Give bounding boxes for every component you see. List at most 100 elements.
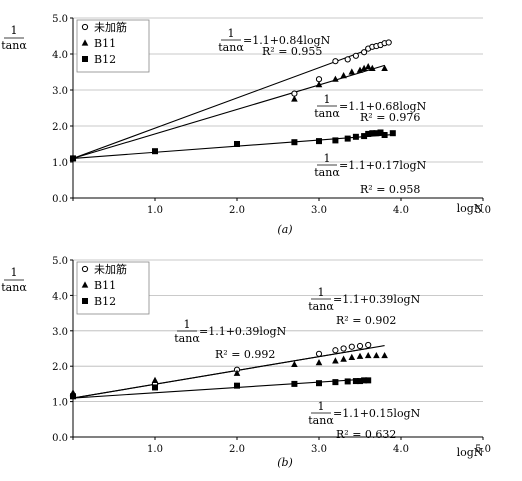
y-axis-label-numerator: 1 [11,24,18,37]
legend-label: 未加筋 [94,262,127,276]
data-point-s1-p5 [332,357,339,364]
y-tick-label: 4.0 [52,50,68,61]
x-tick-label: 4.0 [393,444,409,455]
data-point-s2-p9 [365,130,372,137]
fit-equation: =1.1+0.39logN [199,325,287,338]
y-axis-label-numerator: 1 [11,266,18,279]
data-point-s2-p9 [361,377,368,384]
data-point-s1-p4 [315,359,323,366]
equation-numerator: 1 [324,93,331,106]
equation-numerator: 1 [184,318,191,331]
panel-caption: (a) [277,223,292,236]
data-point-s2-p4 [316,380,322,387]
data-point-s1-p6 [340,355,347,362]
equation-numerator: 1 [324,152,331,165]
legend-label: B12 [94,295,116,308]
y-tick-label: 3.0 [52,86,68,97]
y-tick-label: 0.0 [52,433,68,444]
data-point-s2-p6 [344,135,351,142]
data-point-s1-p10 [373,351,380,359]
data-point-s1-p9 [364,351,372,359]
data-point-s0-p4 [344,56,351,63]
data-point-s2-p4 [316,138,322,145]
y-tick-label: 3.0 [52,327,68,338]
r-squared-label: R² = 0.955 [262,45,322,58]
data-point-s2-p2 [234,141,240,147]
y-tick-label: 2.0 [52,362,68,373]
data-point-s2-p6 [344,378,351,385]
data-point-s2-p3 [291,380,298,387]
data-point-s1-p8 [364,63,372,70]
fit-line-2 [72,133,393,159]
data-point-slegend-p1 [81,39,89,46]
data-point-s0-p6 [348,343,355,350]
legend-label: 未加筋 [94,20,127,34]
data-point-s2-p7 [352,378,359,385]
x-tick-label: 2.0 [229,444,245,455]
data-point-s0-p3 [332,58,339,65]
chart-panel-0: 0.01.02.03.04.05.01.0 2.0 3.0 4.0 5.01tanαlo… [1,14,491,236]
data-point-s2-p0 [70,393,76,400]
equation-numerator: 1 [318,400,325,413]
data-point-s0-p3 [315,350,323,357]
fit-equation: =1.1+0.17logN [339,159,427,172]
data-point-s1-p11 [381,351,388,359]
data-point-slegend-p2 [82,298,88,304]
r-squared-label: R² = 0.976 [360,111,420,124]
data-point-s2-p8 [361,133,368,140]
data-point-s1-p8 [356,352,364,359]
x-tick-label: 3.0 [311,444,327,455]
data-point-s0-p12 [385,39,392,46]
data-point-slegend-p1 [81,281,89,288]
data-point-s1-p7 [360,64,368,71]
x-tick-label: 5.0 [475,444,491,455]
x-tick-label: 2.0 [229,205,245,216]
r-squared-label: R² = 0.632 [336,428,396,441]
legend-box [76,19,150,73]
y-tick-label: 5.0 [52,14,68,25]
data-point-s2-p1 [152,384,158,391]
legend: 未加筋 B11 B12 [76,19,150,73]
data-point-s1-p1 [151,376,159,383]
fit-line-1 [72,345,385,399]
data-point-s1-p1 [291,95,298,102]
y-tick-label: 1.0 [52,398,68,409]
chart-panel-1: 0.01.02.03.04.05.01.0 2.0 3.0 4.0 5.01tanαlo… [1,256,491,469]
x-tick-label: 4.0 [393,205,409,216]
y-axis-label-denominator: tanα [1,281,27,294]
legend-label: B12 [94,53,116,66]
data-point-s0-p5 [340,345,347,352]
data-point-s2-p1 [152,148,158,155]
data-point-s2-p0 [70,155,76,162]
data-point-s2-p10 [365,377,372,384]
legend-label: B11 [94,279,116,292]
x-tick-label: 1.0 [147,205,163,216]
r-squared-label: R² = 0.902 [336,314,396,327]
data-point-slegend-p0 [81,23,89,31]
equation-denominator: tanα [308,300,334,313]
data-point-s0-p6 [361,49,368,56]
panel-caption: (b) [277,456,293,469]
data-point-s2-p7 [352,133,359,140]
y-tick-label: 1.0 [52,158,68,169]
data-point-s1-p9 [369,64,376,71]
data-point-s1-p3 [291,360,298,368]
x-tick-label: 5.0 [475,205,491,216]
data-point-s2-p14 [389,130,396,137]
fit-equation: =1.1+0.84logN [243,34,331,47]
data-point-s1-p2 [233,369,241,376]
y-tick-label: 4.0 [52,291,68,302]
data-point-s2-p10 [369,130,376,137]
fit-equation: =1.1+0.39logN [333,293,421,306]
data-point-s2-p2 [234,382,240,389]
r-squared-label: R² = 0.958 [360,183,420,196]
data-point-slegend-p2 [82,56,88,62]
data-point-s2-p5 [332,379,339,386]
equation-denominator: tanα [314,166,340,179]
equation-numerator: 1 [228,27,235,40]
x-axis-label: logN [457,446,484,459]
fit-equation: =1.1+0.68logN [339,100,427,113]
equation-denominator: tanα [308,414,334,427]
legend-box [76,261,150,315]
equation-denominator: tanα [218,41,244,54]
